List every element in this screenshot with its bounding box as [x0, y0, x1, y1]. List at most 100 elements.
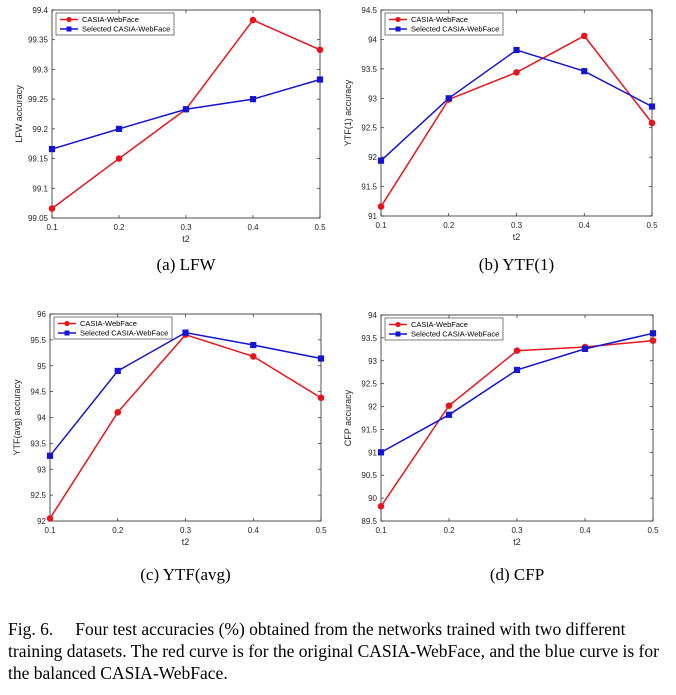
x-tick-label: 0.5 — [314, 223, 326, 232]
y-tick-label: 90 — [368, 494, 377, 503]
data-point-selected — [377, 449, 385, 456]
chart-a: 0.1 0.2 0.3 0.4 0.5 99.05 99.1 99.15 99.2 99.25 99… — [14, 6, 326, 274]
figure-caption-text: Four test accuracies (%) obtained from t… — [8, 619, 659, 683]
data-point-casia — [48, 205, 56, 212]
x-tick-label: 0.1 — [375, 526, 387, 535]
plot-area-b — [380, 9, 653, 217]
legend-entry: Selected CASIA-WebFace — [82, 25, 170, 34]
legend-marker-circle — [66, 16, 72, 23]
y-tick-label: 94 — [368, 35, 377, 44]
y-tick-label: 93 — [368, 94, 377, 103]
y-tick-label: 99.2 — [32, 125, 48, 134]
x-axis-label: t2 — [182, 234, 190, 244]
y-tick-label: 94 — [368, 311, 377, 320]
data-point-selected — [649, 330, 657, 337]
subfigure-caption-b: (b) YTF(1) — [479, 255, 554, 274]
data-point-selected — [114, 367, 121, 375]
y-tick-label: 92.5 — [30, 491, 46, 500]
legend-marker-circle — [395, 321, 401, 328]
data-point-casia — [114, 409, 122, 416]
y-tick-label: 92.5 — [361, 124, 377, 133]
data-point-selected — [648, 103, 656, 110]
legend-marker-square — [64, 330, 70, 336]
data-point-selected — [445, 411, 453, 418]
x-tick-label: 0.1 — [44, 526, 56, 535]
x-tick-label: 0.5 — [647, 526, 659, 535]
chart-d: 0.1 0.2 0.3 0.4 0.5 89.5 90 90.5 91 91.5 92 92.5 93 9… — [343, 311, 659, 584]
y-axis-label: YTF(1) accuracy — [343, 79, 353, 146]
x-tick-label: 0.5 — [315, 526, 327, 535]
subfigure-caption-a: (a) LFW — [156, 255, 216, 274]
legend-entry: CASIA-WebFace — [80, 319, 137, 328]
data-point-selected — [115, 125, 123, 132]
legend-marker-circle — [64, 320, 70, 327]
data-point-selected — [377, 157, 385, 164]
y-tick-label: 99.4 — [32, 6, 48, 15]
x-tick-label: 0.2 — [112, 526, 124, 535]
data-point-casia — [115, 155, 123, 162]
y-tick-label: 99.25 — [28, 95, 49, 104]
data-point-selected — [249, 96, 257, 103]
x-tick-label: 0.4 — [247, 223, 259, 232]
y-tick-label: 94.5 — [361, 6, 377, 15]
x-tick-label: 0.3 — [511, 526, 523, 535]
y-tick-label: 99.05 — [28, 214, 49, 223]
legend-marker-circle — [395, 16, 401, 23]
subfigure-caption-d: (d) CFP — [490, 565, 544, 584]
data-point-selected — [581, 345, 589, 352]
y-tick-label: 99.15 — [28, 155, 49, 164]
data-point-casia — [513, 69, 520, 76]
data-point-casia — [317, 394, 325, 402]
x-tick-label: 0.3 — [180, 223, 192, 232]
data-point-selected — [317, 355, 325, 362]
y-tick-label: 93.5 — [30, 439, 46, 448]
data-point-selected — [48, 145, 56, 153]
y-tick-label: 92 — [368, 403, 377, 412]
y-tick-label: 93.5 — [361, 65, 377, 74]
data-point-casia — [513, 347, 521, 355]
y-tick-label: 91.5 — [361, 183, 377, 192]
data-point-casia — [249, 16, 257, 24]
y-tick-label: 93 — [37, 465, 46, 474]
data-point-casia — [649, 337, 657, 344]
y-axis-label: CFP accuracy — [343, 389, 353, 446]
y-tick-label: 94 — [37, 414, 46, 423]
y-tick-label: 92.5 — [361, 380, 377, 389]
x-tick-label: 0.4 — [579, 221, 591, 230]
figure-number: Fig. 6. — [8, 619, 54, 639]
data-point-casia — [580, 32, 588, 40]
y-tick-label: 91.5 — [361, 425, 377, 434]
legend-entry: CASIA-WebFace — [411, 15, 468, 24]
legend-box — [384, 317, 504, 341]
data-point-selected — [316, 76, 324, 83]
data-point-casia — [648, 119, 656, 127]
x-axis-label: t2 — [182, 537, 190, 547]
data-point-selected — [513, 46, 520, 54]
y-axis-label: LFW accuracy — [14, 85, 24, 143]
y-tick-label: 99.35 — [28, 36, 49, 45]
legend-entry: CASIA-WebFace — [82, 15, 139, 24]
y-tick-label: 99.1 — [32, 184, 48, 193]
legend-marker-square — [66, 26, 72, 32]
x-tick-label: 0.1 — [46, 223, 58, 232]
subfigure-caption-c: (c) YTF(avg) — [140, 565, 230, 584]
x-tick-label: 0.2 — [443, 526, 455, 535]
figure-caption: Fig. 6. Four test accuracies (%) obtained… — [8, 618, 672, 684]
y-tick-label: 89.5 — [361, 517, 377, 526]
data-point-selected — [513, 366, 521, 374]
data-point-casia — [249, 353, 257, 360]
x-tick-label: 0.4 — [248, 526, 260, 535]
data-point-casia — [377, 503, 385, 510]
data-point-casia — [445, 402, 453, 409]
y-tick-label: 94.5 — [30, 388, 46, 397]
legend-entry: Selected CASIA-WebFace — [80, 329, 168, 338]
x-tick-label: 0.3 — [180, 526, 192, 535]
chart-b: 0.1 0.2 0.3 0.4 0.5 91 91.5 92 92.5 93 93.5 94 94.5 t… — [343, 6, 658, 274]
chart-c: 0.1 0.2 0.3 0.4 0.5 92 92.5 93 93.5 94 94.5 95 95.5 9… — [12, 310, 327, 584]
y-tick-label: 93.5 — [361, 334, 377, 343]
data-point-selected — [182, 106, 190, 113]
x-tick-label: 0.2 — [113, 223, 125, 232]
legend-box — [55, 12, 175, 36]
